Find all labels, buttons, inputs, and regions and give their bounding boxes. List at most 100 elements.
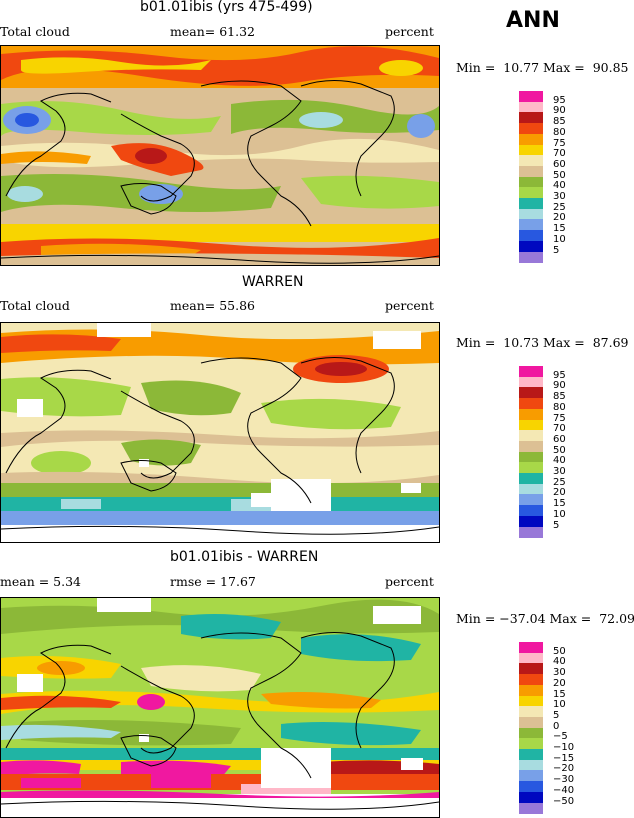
colorbar-swatch	[519, 663, 543, 675]
colorbar-swatch	[519, 642, 543, 654]
panel-1-variable-label: Total cloud	[0, 24, 70, 39]
colorbar-label: 75	[553, 137, 566, 149]
panel-3-min-max: Min = −37.04 Max = 72.09	[456, 611, 634, 626]
panel-2-map	[0, 322, 440, 543]
colorbar-swatch	[519, 526, 543, 538]
panel-1-units-label: percent	[385, 24, 434, 39]
colorbar-label: 20	[553, 487, 566, 499]
colorbar-label: 80	[553, 126, 566, 138]
colorbar-label: 10	[553, 508, 566, 520]
colorbar-label: 5	[553, 709, 560, 721]
colorbar-label: 70	[553, 148, 566, 160]
colorbar-label: 40	[553, 455, 566, 467]
panel-2-contour-field	[1, 323, 439, 542]
colorbar-swatch	[519, 695, 543, 707]
panel-3-units-label: percent	[385, 574, 434, 589]
colorbar-swatch	[519, 366, 543, 378]
colorbar-swatch	[519, 652, 543, 664]
colorbar-label: −50	[553, 795, 575, 807]
colorbar-swatch	[519, 430, 543, 442]
colorbar-label: 25	[553, 476, 566, 488]
colorbar-swatch	[519, 716, 543, 729]
colorbar-swatch	[519, 133, 543, 145]
colorbar-swatch	[519, 494, 543, 506]
colorbar-label: 25	[553, 201, 566, 213]
colorbar-label: 50	[553, 169, 566, 181]
colorbar-swatch	[519, 155, 543, 167]
colorbar-label: 15	[553, 223, 566, 235]
colorbar-swatch	[519, 198, 543, 210]
colorbar-swatch	[519, 398, 543, 410]
panel-1-mean-label: mean= 61.32	[170, 24, 255, 39]
colorbar-label: 10	[553, 699, 566, 711]
panel-1-colorbar: 95 90 85 80 75 70 60 50 40 30 25 20 15 10 5	[519, 91, 566, 263]
colorbar-swatch	[519, 781, 543, 793]
colorbar-swatch	[519, 483, 543, 495]
colorbar-swatch	[519, 684, 543, 696]
panel-1-map	[0, 45, 440, 266]
colorbar-label: 60	[553, 158, 566, 170]
colorbar-swatch	[519, 144, 543, 156]
colorbar-swatch	[519, 376, 543, 388]
panel-1-min-max: Min = 10.77 Max = 90.85	[456, 60, 629, 75]
colorbar-swatch	[519, 387, 543, 399]
colorbar-swatch	[519, 515, 543, 527]
colorbar-swatch	[519, 738, 543, 750]
colorbar-label: 15	[553, 688, 566, 700]
colorbar-label: 20	[553, 677, 566, 689]
colorbar-swatch	[519, 112, 543, 124]
panel-2-title: WARREN	[242, 274, 304, 290]
colorbar-label: 30	[553, 191, 566, 202]
colorbar-label: 60	[553, 433, 566, 445]
colorbar-swatch	[519, 101, 543, 113]
colorbar-label: 80	[553, 401, 566, 413]
colorbar-label: 90	[553, 380, 566, 392]
colorbar-swatch	[519, 462, 543, 474]
colorbar-swatch	[519, 187, 543, 199]
colorbar-swatch	[519, 419, 543, 431]
colorbar-label: 75	[553, 412, 566, 424]
colorbar-label: −20	[553, 763, 575, 775]
panel-2-variable-label: Total cloud	[0, 298, 70, 313]
colorbar-label: 30	[553, 466, 566, 477]
colorbar-swatch	[519, 165, 543, 178]
colorbar-label: 95	[553, 369, 566, 381]
colorbar-label: −10	[553, 742, 575, 753]
colorbar-label: 95	[553, 94, 566, 106]
colorbar-swatch	[519, 727, 543, 739]
colorbar-label: −5	[553, 731, 568, 743]
colorbar-swatch	[519, 251, 543, 263]
panel-3-map	[0, 597, 440, 818]
panel-2-mean-label: mean= 55.86	[170, 298, 255, 313]
colorbar-label: −40	[553, 784, 575, 796]
colorbar-swatch	[519, 176, 543, 188]
panel-1-title: b01.01ibis (yrs 475-499)	[140, 0, 313, 15]
panel-2-colorbar: 95 90 85 80 75 70 60 50 40 30 25 20 15 10 5	[519, 366, 566, 538]
panel-1-contour-field	[1, 46, 439, 265]
colorbar-label: −15	[553, 752, 575, 764]
colorbar-swatch	[519, 219, 543, 231]
colorbar-label: 50	[553, 444, 566, 456]
colorbar-swatch	[519, 770, 543, 782]
colorbar-swatch	[519, 473, 543, 485]
panel-3-mean-label: mean = 5.34	[0, 574, 82, 589]
colorbar-swatch	[519, 749, 543, 761]
colorbar-swatch	[519, 230, 543, 242]
colorbar-swatch	[519, 802, 543, 814]
colorbar-swatch	[519, 440, 543, 453]
colorbar-label: 10	[553, 233, 566, 245]
panel-3-rmse-label: rmse = 17.67	[170, 574, 256, 589]
colorbar-swatch	[519, 91, 543, 103]
panel-3-colorbar: 50 40 30 20 15 10 5 0 −5 −10 −15 −20 −30 −40 −50	[519, 642, 574, 814]
colorbar-label: 20	[553, 212, 566, 224]
colorbar-label: 40	[553, 656, 566, 668]
colorbar-label: 70	[553, 423, 566, 435]
colorbar-swatch	[519, 759, 543, 771]
panel-2-units-label: percent	[385, 298, 434, 313]
colorbar-label: 85	[553, 116, 566, 128]
colorbar-swatch	[519, 240, 543, 252]
colorbar-label: 40	[553, 180, 566, 192]
colorbar-label: 30	[553, 667, 566, 679]
colorbar-swatch	[519, 674, 543, 686]
colorbar-swatch	[519, 706, 543, 718]
